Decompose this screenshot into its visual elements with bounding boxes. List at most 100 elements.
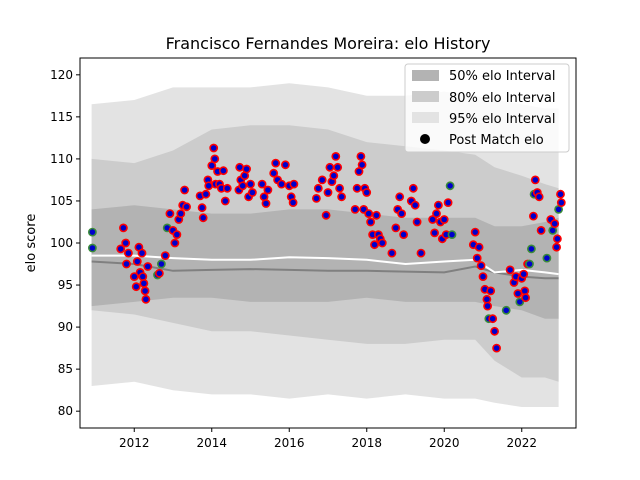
- elo-point: [132, 257, 142, 266]
- elo-point: [331, 151, 341, 161]
- elo-point: [476, 261, 486, 271]
- elo-point: [433, 200, 443, 210]
- elo-point: [553, 234, 562, 244]
- elo-point: [439, 215, 449, 224]
- elo-point: [430, 228, 439, 238]
- x-tick-label: 2016: [274, 436, 305, 450]
- elo-point: [182, 202, 191, 212]
- elo-point: [170, 238, 180, 248]
- elo-point: [235, 162, 245, 172]
- elo-point: [172, 230, 182, 239]
- y-tick-label: 100: [50, 236, 73, 250]
- elo-point: [165, 209, 175, 218]
- elo-point: [261, 199, 271, 208]
- elo-point: [399, 230, 408, 239]
- elo-point: [534, 192, 544, 202]
- elo-point: [222, 183, 232, 193]
- y-tick-label: 95: [58, 278, 73, 292]
- elo-point: [478, 272, 488, 281]
- elo-point: [138, 272, 148, 281]
- elo-point: [280, 160, 290, 170]
- elo-point: [180, 185, 189, 195]
- elo-point: [277, 179, 286, 189]
- elo-point: [352, 183, 362, 193]
- elo-point: [311, 193, 321, 203]
- elo-point: [121, 238, 131, 248]
- elo-point: [412, 217, 422, 227]
- elo-point: [137, 248, 147, 258]
- legend-swatch-50: [412, 70, 439, 81]
- post-match-points: [88, 143, 566, 353]
- elo-point: [247, 188, 257, 197]
- legend-marker-point: [420, 134, 430, 144]
- elo-point: [335, 183, 344, 193]
- elo-point: [397, 209, 406, 218]
- elo-point: [525, 259, 534, 269]
- y-tick-label: 85: [58, 362, 73, 376]
- y-tick-label: 90: [58, 320, 73, 334]
- elo-point: [356, 151, 366, 161]
- y-tick-label: 115: [50, 110, 73, 124]
- elo-point: [515, 297, 525, 307]
- elo-point: [416, 248, 426, 258]
- plot-area: [88, 83, 566, 407]
- interval-50-band: [91, 205, 559, 319]
- legend-label-80: 80% elo Interval: [449, 91, 556, 106]
- legend-label-point: Post Match elo: [449, 133, 544, 148]
- legend-label-50: 50% elo Interval: [449, 69, 556, 84]
- elo-point: [556, 198, 566, 207]
- elo-point: [391, 223, 401, 233]
- elo-point: [288, 198, 298, 207]
- elo-point: [323, 188, 333, 197]
- elo-point: [321, 210, 331, 220]
- elo-point: [238, 181, 248, 191]
- elo-point: [483, 301, 492, 311]
- elo-point: [472, 253, 482, 263]
- elo-point: [329, 171, 339, 181]
- elo-point: [201, 189, 211, 199]
- elo-point: [357, 160, 367, 170]
- elo-point: [443, 198, 453, 207]
- elo-point: [505, 265, 515, 275]
- legend-box: [404, 63, 570, 153]
- elo-point: [210, 154, 220, 164]
- elo-point: [325, 162, 335, 172]
- elo-point: [119, 223, 128, 233]
- elo-point: [410, 200, 420, 210]
- elo-point: [366, 217, 375, 227]
- x-tick-label: 2020: [429, 436, 460, 450]
- elo-point: [432, 209, 441, 218]
- elo-point: [529, 211, 538, 221]
- legend-swatch-95: [412, 112, 439, 123]
- elo-point: [492, 343, 501, 353]
- elo-point: [552, 242, 561, 252]
- elo-point: [140, 286, 150, 296]
- elo-point: [317, 175, 327, 185]
- elo-point: [550, 219, 560, 229]
- elo-point: [156, 259, 166, 269]
- elo-point: [88, 227, 97, 237]
- elo-point: [395, 192, 405, 202]
- y-tick-label: 80: [58, 404, 73, 418]
- elo-point: [490, 326, 499, 336]
- elo-point: [387, 248, 397, 258]
- elo-point: [370, 240, 379, 250]
- elo-point: [88, 243, 97, 253]
- elo-point: [129, 272, 139, 281]
- elo-point: [445, 181, 455, 191]
- elo-point: [271, 158, 281, 168]
- elo-point: [160, 251, 170, 260]
- elo-point: [220, 196, 230, 206]
- elo-point: [141, 294, 151, 304]
- elo-point: [139, 278, 149, 288]
- elo-point: [197, 203, 207, 213]
- x-tick-label: 2022: [506, 436, 537, 450]
- elo-point: [123, 248, 133, 258]
- elo-point: [408, 183, 418, 193]
- elo-point: [488, 314, 498, 324]
- elo-point: [470, 227, 480, 237]
- legend: 50% elo Interval 80% elo Interval 95% el…: [404, 63, 570, 153]
- elo-point: [154, 268, 164, 278]
- elo-point: [542, 253, 552, 263]
